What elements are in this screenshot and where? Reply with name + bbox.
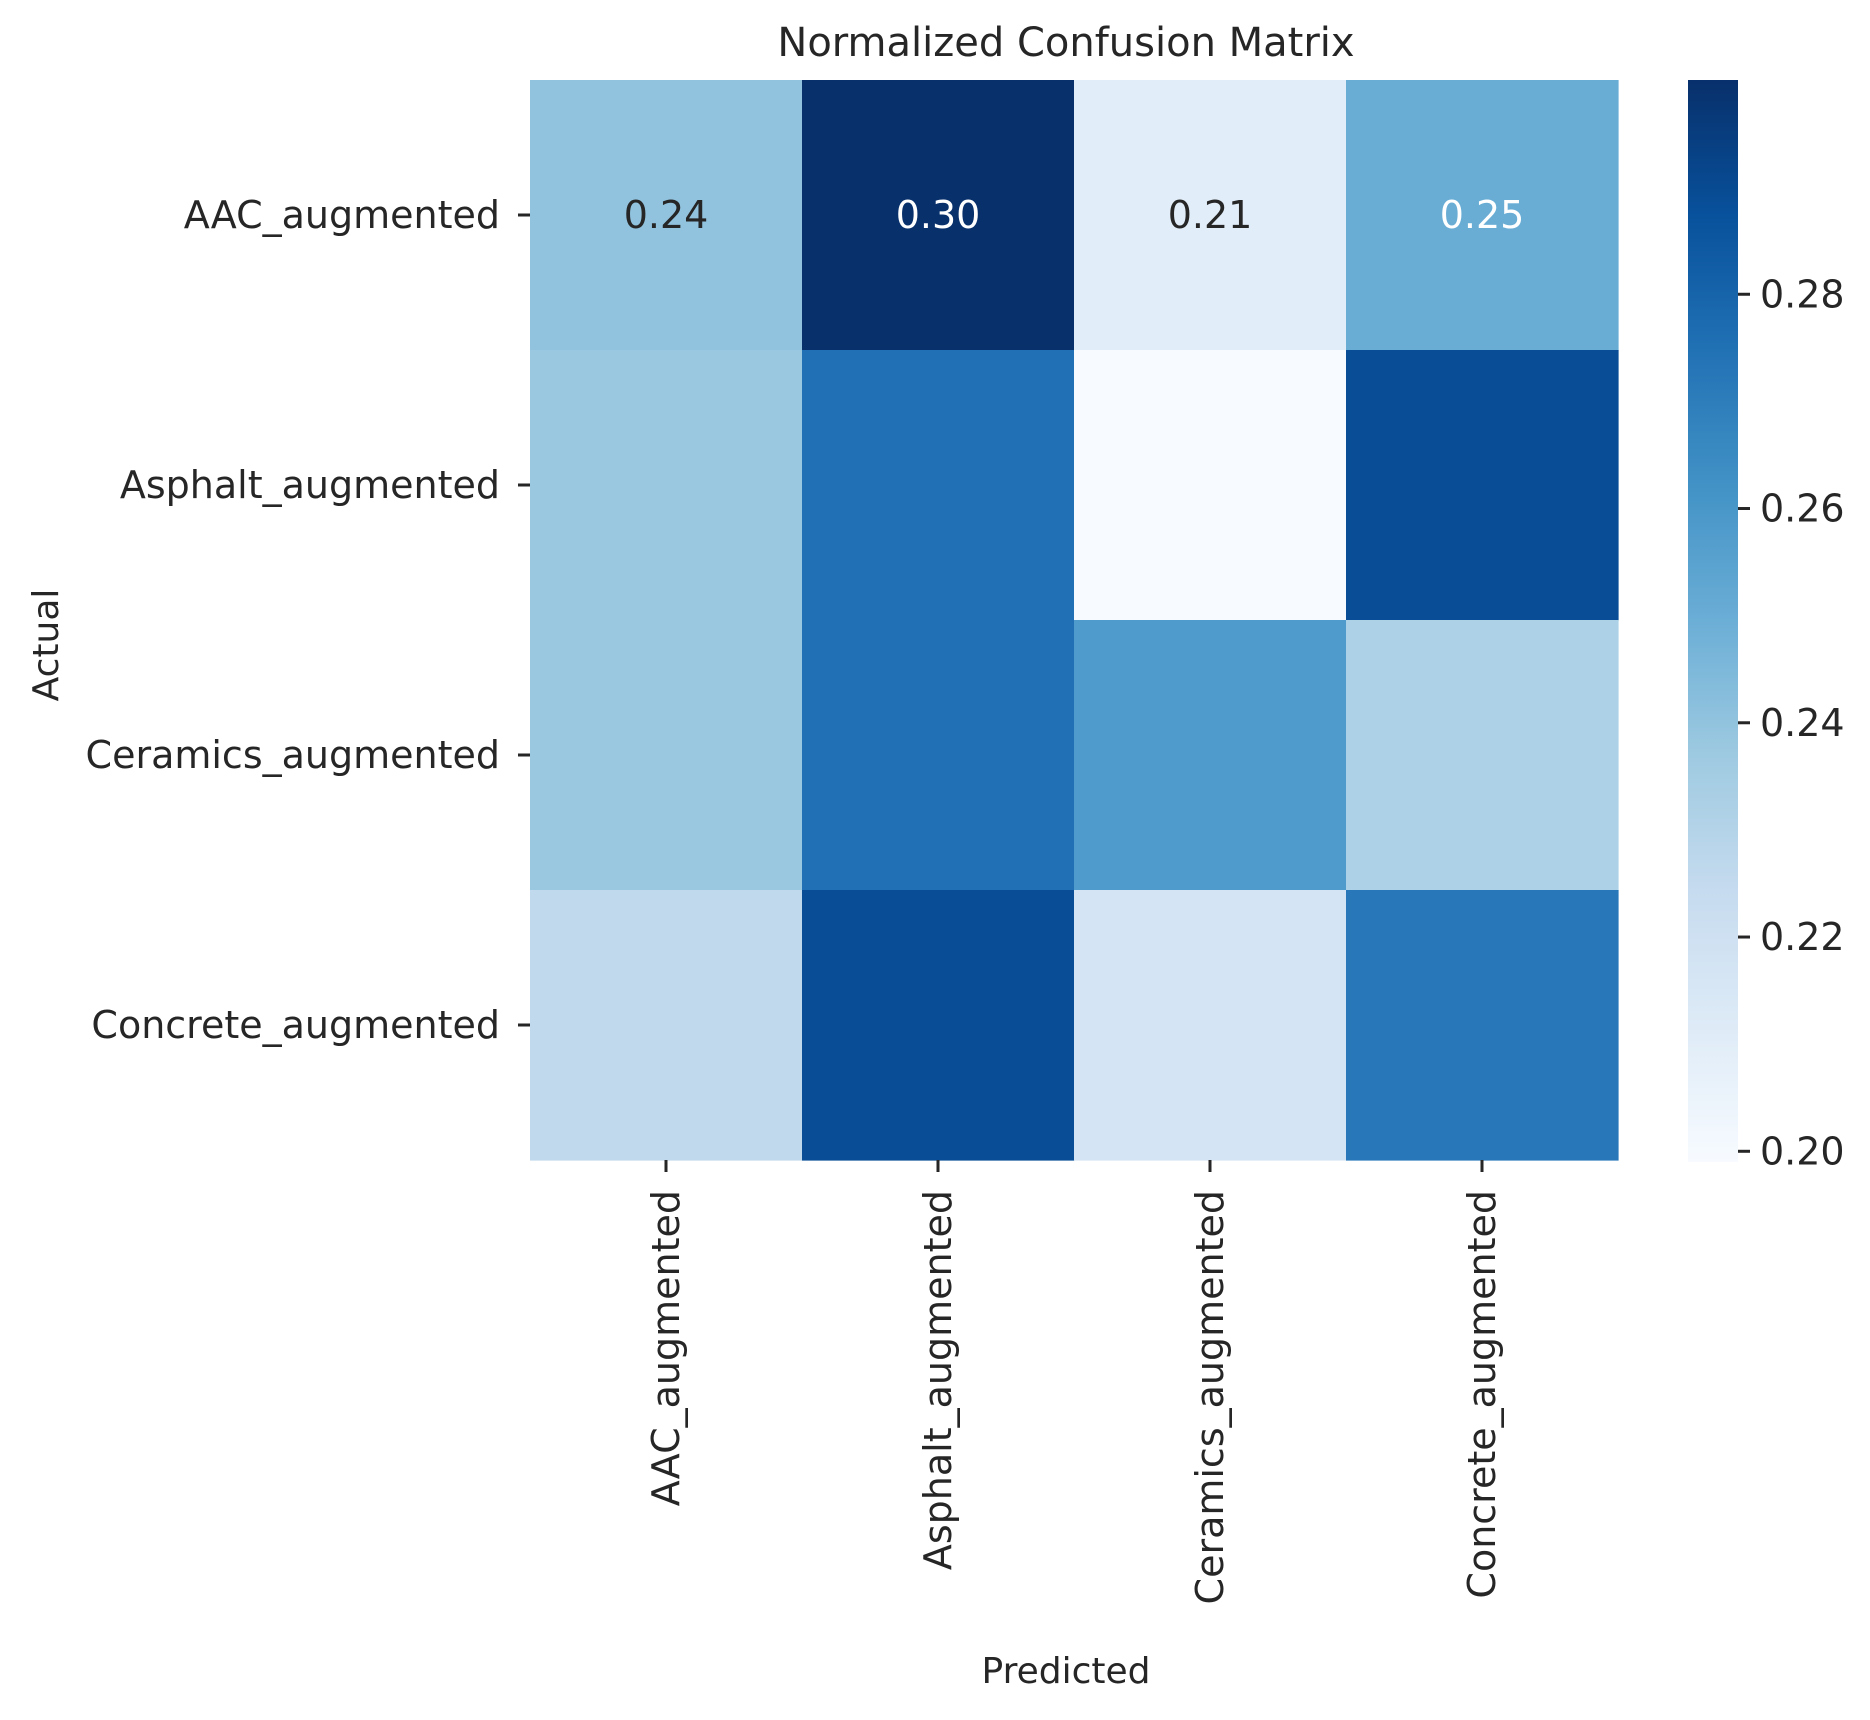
colorbar: 0.20 0.22 0.24 0.26 0.28: [1688, 80, 1845, 1173]
y-axis: AAC_augmented Asphalt_augmented Ceramics_a…: [86, 193, 530, 1047]
colorbar-ticks: 0.20 0.22 0.24 0.26 0.28: [1738, 272, 1845, 1173]
heatmap-cell: [530, 620, 803, 891]
heatmap-cell: [1346, 890, 1619, 1161]
heatmap-cell: [802, 80, 1075, 351]
heatmap-cell: [1346, 620, 1619, 891]
x-tick-label: AAC_augmented: [644, 1190, 688, 1506]
y-tick-label: Concrete_augmented: [91, 1003, 500, 1047]
colorbar-tick-label: 0.22: [1760, 915, 1845, 959]
heatmap-cell: [530, 890, 803, 1161]
y-tick-label: AAC_augmented: [184, 193, 500, 237]
colorbar-tick-label: 0.20: [1760, 1129, 1845, 1173]
heatmap-cell: [530, 350, 803, 621]
heatmap-cell: [1346, 80, 1619, 351]
cell-annotation: 0.30: [896, 193, 981, 237]
heatmap-cell: [802, 350, 1075, 621]
cell-annotation: 0.25: [1440, 193, 1525, 237]
cell-annotation: 0.24: [624, 193, 709, 237]
heatmap-cell: [802, 620, 1075, 891]
colorbar-gradient: [1688, 80, 1738, 1162]
colorbar-tick-label: 0.28: [1760, 272, 1845, 316]
cell-annotation: 0.21: [1168, 193, 1253, 237]
heatmap-cell: [530, 80, 803, 351]
y-tick-label: Ceramics_augmented: [86, 733, 500, 777]
x-axis: AAC_augmented Asphalt_augmented Ceramics_a…: [644, 1160, 1504, 1604]
x-tick-label: Concrete_augmented: [1460, 1190, 1504, 1599]
y-axis-label: Actual: [26, 589, 67, 702]
x-axis-label: Predicted: [982, 1651, 1151, 1692]
heatmap-cell: [1074, 350, 1347, 621]
heatmap-cell: [1346, 350, 1619, 621]
heatmap-cell: [1074, 80, 1347, 351]
x-tick-label: Asphalt_augmented: [916, 1190, 960, 1570]
x-tick-label: Ceramics_augmented: [1188, 1190, 1232, 1604]
colorbar-tick-label: 0.26: [1760, 487, 1845, 531]
heatmap-cell: [1074, 890, 1347, 1161]
heatmap-cells: [530, 80, 1619, 1161]
chart-title: Normalized Confusion Matrix: [777, 20, 1354, 66]
heatmap-annotations: 0.24 0.30 0.21 0.25: [624, 193, 1525, 237]
y-tick-label: Asphalt_augmented: [120, 463, 500, 507]
colorbar-tick-label: 0.24: [1760, 701, 1845, 745]
heatmap-cell: [1074, 620, 1347, 891]
heatmap-cell: [802, 890, 1075, 1161]
